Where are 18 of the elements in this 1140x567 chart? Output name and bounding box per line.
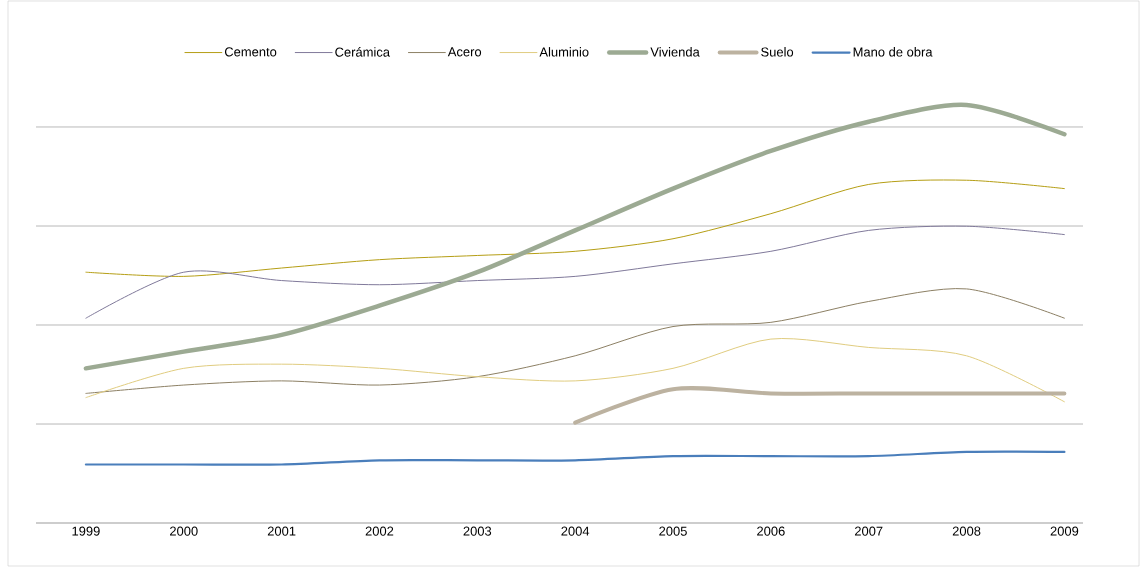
legend-label: Vivienda <box>650 47 700 57</box>
x-tick-label: 2002 <box>365 526 394 536</box>
x-tick-label: 2001 <box>267 526 296 536</box>
x-tick-label: 2008 <box>952 526 981 536</box>
legend-label: Suelo <box>761 47 794 57</box>
legend-label: Mano de obra <box>853 47 933 57</box>
x-tick-label: 2006 <box>757 526 785 536</box>
x-tick-label: 2000 <box>170 526 198 536</box>
x-tick-label: 1999 <box>72 526 100 536</box>
x-tick-label: 2005 <box>659 526 687 536</box>
legend-label: Cemento <box>224 47 277 57</box>
legend-label: Cerámica <box>335 47 391 57</box>
legend-label: Aluminio <box>539 47 589 57</box>
legend-label: Acero <box>447 47 482 57</box>
x-tick-label: 2003 <box>463 526 492 536</box>
x-tick-label: 2004 <box>561 526 590 536</box>
x-tick-label: 2007 <box>854 526 883 536</box>
x-tick-label: 2009 <box>1050 526 1079 536</box>
